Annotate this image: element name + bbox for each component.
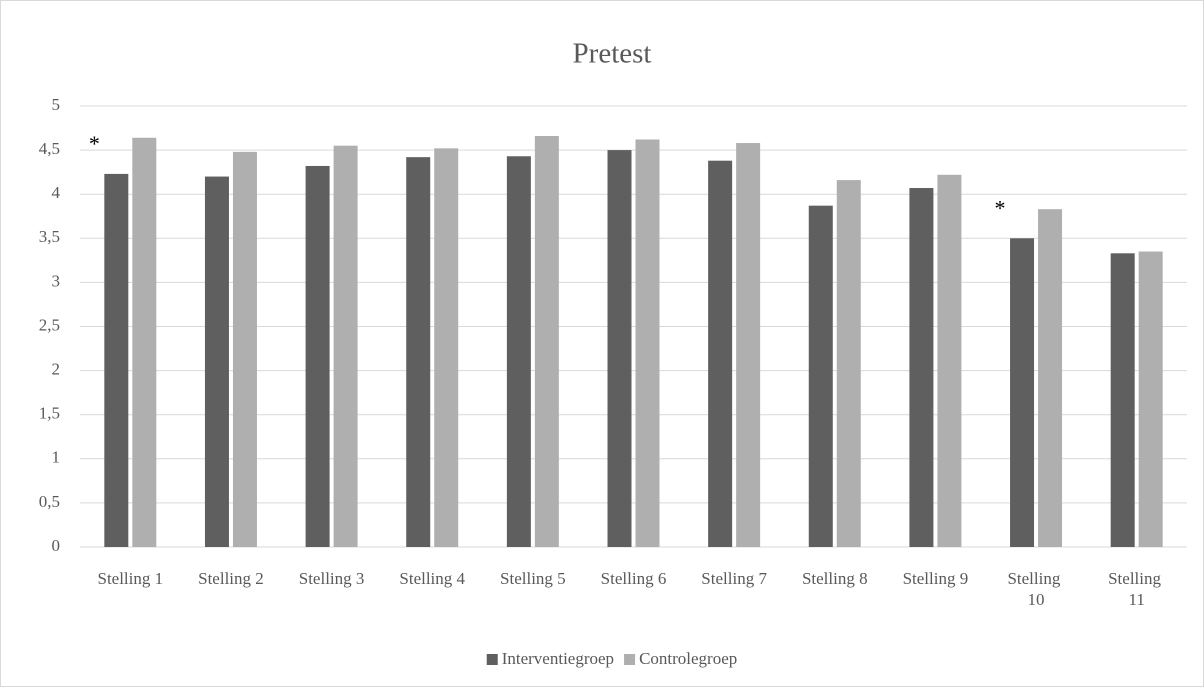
bar (232, 151, 257, 547)
bar (434, 148, 459, 547)
legend-swatch (486, 654, 498, 665)
bar (1110, 253, 1135, 547)
bar (1010, 238, 1035, 548)
x-tick-label: Stelling 9 (903, 569, 969, 588)
bar (204, 176, 229, 547)
chart-title: Pretest (573, 38, 652, 70)
bar (305, 165, 330, 547)
bar (836, 180, 861, 547)
y-tick-label: 3 (52, 271, 61, 290)
bar (534, 135, 559, 547)
y-tick-label: 2,5 (39, 315, 60, 334)
bar (736, 143, 761, 547)
y-tick-label: 5 (52, 95, 61, 114)
y-tick-label: 1 (52, 448, 61, 467)
annotation: * (995, 195, 1006, 220)
legend-label: Controlegroep (639, 649, 737, 668)
bar (506, 156, 531, 548)
bar (104, 173, 129, 547)
x-tick-label: Stelling 5 (500, 569, 566, 588)
bar (1038, 209, 1063, 547)
bar (607, 150, 632, 547)
bar (937, 174, 962, 547)
x-tick-label: Stelling 4 (399, 569, 465, 588)
annotation: * (89, 131, 100, 156)
bar (333, 145, 358, 547)
x-tick-label: Stelling 3 (299, 569, 365, 588)
y-tick-label: 3,5 (39, 227, 60, 246)
y-tick-label: 4,5 (39, 139, 60, 158)
bar (132, 137, 157, 547)
bar (909, 188, 934, 547)
y-tick-label: 0 (52, 536, 61, 555)
legend-label: Interventiegroep (502, 649, 614, 668)
x-tick-label: Stelling 8 (802, 569, 868, 588)
bar (808, 205, 833, 547)
x-tick-label: Stelling 6 (601, 569, 667, 588)
y-tick-label: 1,5 (39, 404, 60, 423)
bar (635, 139, 660, 548)
y-tick-label: 4 (52, 183, 61, 202)
x-tick-label: Stelling 11 (1108, 569, 1165, 609)
x-tick-label: Stelling 10 (1007, 569, 1064, 609)
x-tick-label: Stelling 7 (701, 569, 767, 588)
x-tick-label: Stelling 1 (97, 569, 163, 588)
bar (406, 157, 431, 547)
legend-swatch (624, 654, 636, 665)
y-tick-label: 2 (52, 360, 61, 379)
x-tick-label: Stelling 2 (198, 569, 264, 588)
bar (708, 160, 733, 547)
y-tick-label: 0,5 (39, 492, 60, 511)
bar (1138, 251, 1163, 547)
